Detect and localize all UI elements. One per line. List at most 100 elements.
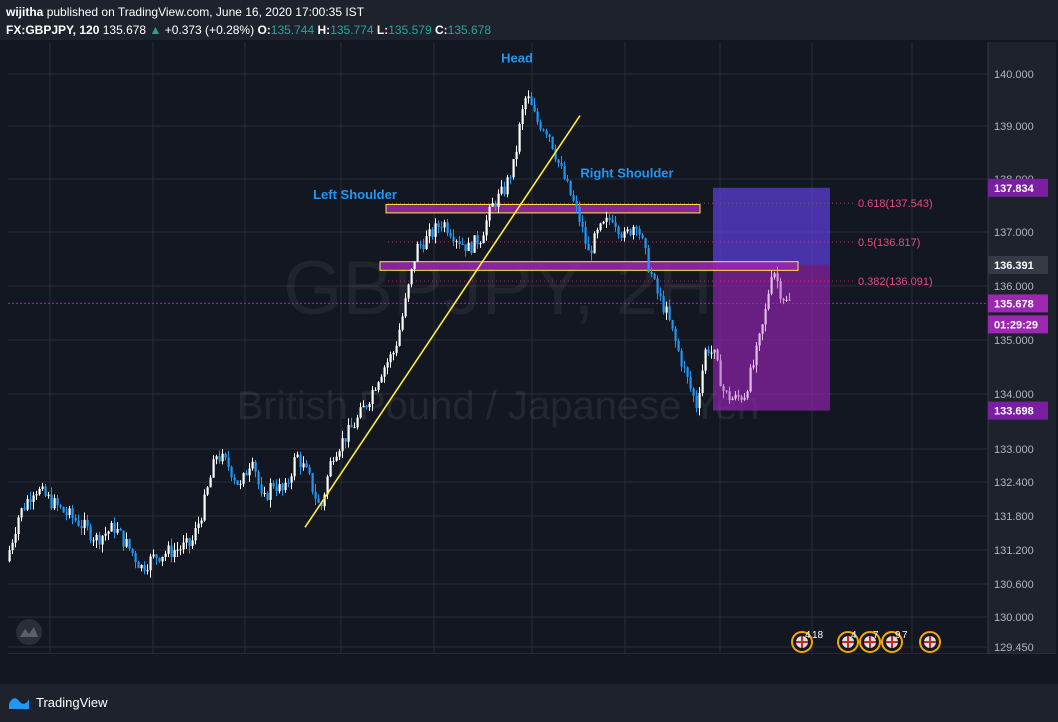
candle-body <box>323 494 326 507</box>
zone-neckline[interactable] <box>379 261 799 271</box>
candle-body <box>785 299 788 301</box>
symbol-label[interactable]: FX:GBPJPY, 120 <box>6 23 100 37</box>
candle-body <box>110 522 113 532</box>
candle-body <box>371 389 374 405</box>
annotation-head[interactable]: Head <box>501 50 533 65</box>
candle-body <box>722 386 725 391</box>
low-value: 135.579 <box>388 23 432 37</box>
candle-body <box>755 345 758 366</box>
fib-level-label: 0.618(137.543) <box>858 198 933 210</box>
candle-body <box>32 495 35 502</box>
up-arrow-icon: ▲ <box>149 23 162 37</box>
candle-body <box>179 549 182 551</box>
candle-body <box>185 538 188 543</box>
candle-body <box>155 554 158 558</box>
trendline[interactable] <box>304 115 581 528</box>
candle-body <box>758 333 761 346</box>
annotation-right-shoulder[interactable]: Right Shoulder <box>580 166 673 181</box>
ohlc-legend: FX:GBPJPY, 120 135.678 ▲ +0.373 (+0.28%)… <box>6 23 491 37</box>
candle-body <box>293 457 296 477</box>
candle-body <box>80 525 83 529</box>
candle-body <box>563 165 566 179</box>
candle-body <box>206 487 209 495</box>
price-chart[interactable]: GBPJPY, 2H British Pound / Japanese Yen … <box>8 42 1056 677</box>
candle-body <box>413 261 416 270</box>
candle-body <box>461 244 464 246</box>
candle-body <box>62 507 65 513</box>
candle-body <box>668 306 671 321</box>
event-count: 4 <box>851 630 857 641</box>
published-text: published on TradingView.com, June 16, 2… <box>46 5 365 19</box>
y-tick-label: 130.000 <box>994 612 1034 624</box>
candle-body <box>710 352 713 354</box>
candle-body <box>575 200 578 207</box>
candle-body <box>464 244 467 252</box>
candle-body <box>527 96 530 99</box>
price-badge-label: 133.698 <box>994 406 1034 418</box>
y-tick-label: 132.400 <box>994 477 1034 489</box>
candle-body <box>308 467 311 474</box>
candle-body <box>557 159 560 163</box>
event-count: 9 <box>895 630 901 641</box>
candle-body <box>317 498 320 503</box>
candle-body <box>50 494 53 509</box>
candle-body <box>287 482 290 484</box>
candle-body <box>458 241 461 245</box>
candle-body <box>767 293 770 309</box>
candle-body <box>788 299 791 301</box>
candle-body <box>680 350 683 367</box>
candle-body <box>776 273 779 282</box>
candle-body <box>410 269 413 285</box>
fib-box-upper[interactable] <box>713 187 830 265</box>
candle-body <box>281 484 284 491</box>
chart-header: wijitha published on TradingView.com, Ju… <box>0 0 1058 40</box>
candle-body <box>470 242 473 253</box>
candle-body <box>221 453 224 462</box>
candle-body <box>320 502 323 507</box>
candle-body <box>218 456 221 462</box>
candle-body <box>716 349 719 361</box>
candle-body <box>203 494 206 521</box>
tradingview-chart-logo-icon[interactable] <box>16 619 42 645</box>
candle-body <box>338 451 341 457</box>
candle-body <box>143 565 146 571</box>
zone-upper[interactable] <box>385 203 701 214</box>
candle-body <box>227 457 230 467</box>
candle-body <box>272 482 275 487</box>
y-tick-label: 136.000 <box>994 281 1034 293</box>
candle-body <box>140 565 143 569</box>
candle-body <box>749 367 752 392</box>
brand-text: TradingView <box>36 694 108 710</box>
candle-body <box>104 533 107 536</box>
y-tick-label: 140.000 <box>994 69 1034 81</box>
candle-body <box>194 527 197 541</box>
candle-body <box>347 424 350 442</box>
candle-body <box>212 459 215 478</box>
candle-body <box>539 122 542 130</box>
candle-body <box>662 296 665 313</box>
candle-body <box>449 233 452 237</box>
annotation-left-shoulder[interactable]: Left Shoulder <box>313 187 397 202</box>
candle-body <box>554 148 557 160</box>
chart-area[interactable]: GBPJPY, 2H British Pound / Japanese Yen … <box>8 42 1056 677</box>
candle-body <box>170 545 173 557</box>
candle-body <box>737 394 740 397</box>
candle-body <box>230 466 233 478</box>
candle-body <box>683 366 686 368</box>
tradingview-logo[interactable]: TradingView <box>8 694 108 710</box>
high-value: 135.774 <box>330 23 374 37</box>
candle-body <box>770 277 773 294</box>
candle-body <box>695 395 698 409</box>
candle-body <box>467 242 470 252</box>
candle-body <box>398 329 401 346</box>
candle-body <box>257 471 260 485</box>
candle-body <box>395 345 398 353</box>
candle-body <box>518 123 521 152</box>
candle-body <box>608 217 611 220</box>
candle-body <box>200 520 203 524</box>
candle-body <box>566 178 569 181</box>
author-name[interactable]: wijitha <box>6 5 44 19</box>
candle-body <box>416 243 419 262</box>
candle-body <box>215 456 218 460</box>
event-count: 7 <box>873 630 879 641</box>
